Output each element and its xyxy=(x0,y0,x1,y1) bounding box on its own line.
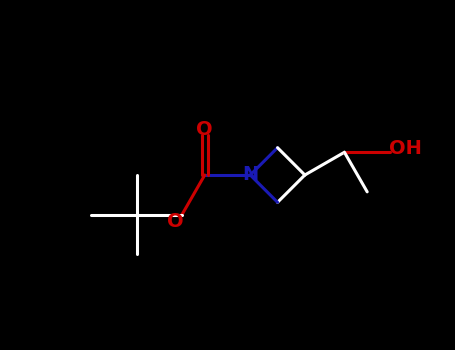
Text: O: O xyxy=(167,212,183,231)
Text: O: O xyxy=(197,120,213,139)
Text: OH: OH xyxy=(389,139,422,158)
Text: N: N xyxy=(242,166,258,184)
